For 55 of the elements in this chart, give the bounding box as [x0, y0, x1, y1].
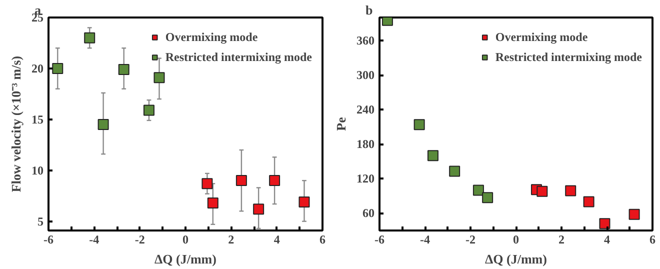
- x-tick-label: 6: [320, 232, 326, 246]
- point: [253, 204, 264, 215]
- x-tick-label: 4: [274, 232, 280, 246]
- x-tick-label: -4: [420, 232, 430, 246]
- point: [414, 119, 425, 130]
- x-tick-label: -2: [466, 232, 476, 246]
- point: [482, 192, 494, 204]
- point: [154, 72, 165, 84]
- x-tick-label: 6: [650, 232, 656, 246]
- x-axis-title: ΔQ (J/mm): [154, 252, 216, 266]
- x-tick-label: 2: [558, 232, 564, 246]
- y-tick-label: 20: [32, 61, 44, 76]
- point: [118, 64, 130, 75]
- y-tick-label: 180: [356, 137, 374, 152]
- point: [143, 104, 154, 116]
- y-tick-label: 300: [356, 68, 374, 82]
- point: [449, 166, 460, 177]
- x-tick-label: -4: [89, 232, 100, 246]
- point: [84, 32, 96, 44]
- x-tick-label: -6: [374, 232, 384, 246]
- y-tick-label: 120: [356, 172, 374, 186]
- point: [98, 119, 109, 130]
- point: [236, 175, 247, 186]
- point: [536, 186, 548, 197]
- y-tick-label: 240: [356, 102, 374, 117]
- x-tick-label: -2: [134, 232, 145, 246]
- point: [202, 178, 213, 190]
- legend-label: Restricted intermixing mode: [495, 50, 642, 64]
- point: [565, 185, 576, 196]
- point: [583, 196, 594, 208]
- point: [628, 208, 640, 220]
- x-tick-label: 0: [182, 232, 188, 246]
- y-tick-label: 10: [32, 163, 44, 178]
- legend-label: Overmixing mode: [495, 30, 588, 44]
- point: [427, 150, 438, 162]
- x-tick-label: -6: [44, 232, 54, 246]
- x-axis-title: ΔQ (J/mm): [485, 252, 547, 266]
- x-tick-label: 4: [604, 232, 610, 246]
- point: [52, 62, 64, 74]
- point: [298, 196, 310, 208]
- legend-label: Overmixing mode: [165, 30, 258, 44]
- point: [599, 218, 610, 230]
- point: [207, 197, 218, 208]
- point: [472, 184, 484, 196]
- point: [269, 175, 280, 186]
- y-tick-label: 5: [38, 214, 44, 228]
- y-axis-title: Pe: [334, 116, 348, 131]
- y-tick-label: 15: [32, 112, 44, 126]
- y-tick-label: 360: [356, 34, 374, 48]
- x-tick-label: 2: [228, 232, 234, 246]
- x-tick-label: 0: [513, 232, 519, 246]
- y-tick-label: 60: [362, 206, 374, 220]
- y-axis-title: Flow velocity (×10⁻³ m/s): [8, 56, 24, 192]
- legend-label: Restricted intermixing mode: [165, 50, 312, 64]
- text: b: [366, 2, 373, 18]
